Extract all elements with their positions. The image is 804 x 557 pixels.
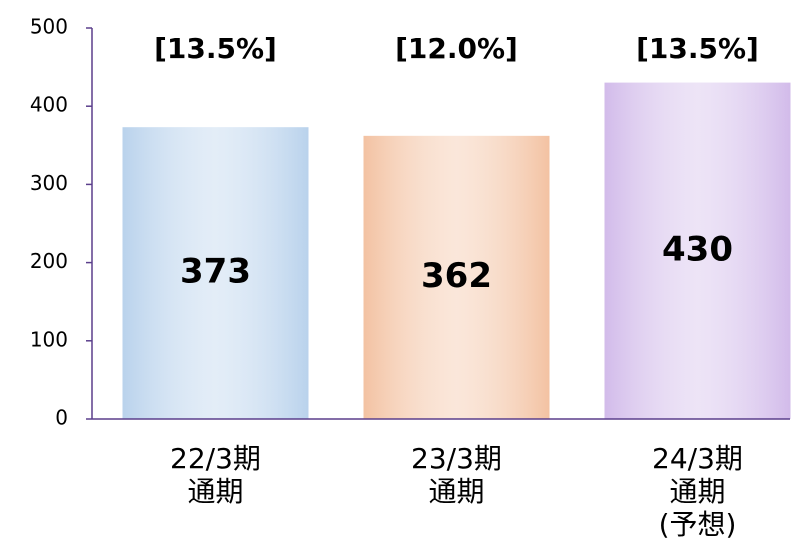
annotation: [13.5%] — [636, 32, 759, 65]
x-tick-label: 通期 — [187, 475, 243, 508]
x-tick-label: 24/3期 — [652, 442, 743, 475]
y-tick-label: 200 — [30, 249, 68, 273]
annotation: [13.5%] — [154, 32, 277, 65]
annotation: [12.0%] — [395, 32, 518, 65]
x-tick-label: 22/3期 — [170, 442, 261, 475]
value-label: 362 — [421, 256, 492, 296]
y-tick-label: 0 — [55, 406, 68, 430]
value-label: 373 — [180, 252, 251, 292]
y-tick-label: 500 — [30, 15, 68, 39]
x-tick-label: 通期 — [669, 475, 725, 508]
y-tick-label: 400 — [30, 93, 68, 117]
value-label: 430 — [662, 229, 733, 269]
x-tick-label: 23/3期 — [411, 442, 502, 475]
y-tick-label: 300 — [30, 171, 68, 195]
x-tick-label: (予想) — [659, 508, 737, 541]
x-tick-label: 通期 — [428, 475, 484, 508]
y-tick-label: 100 — [30, 327, 68, 351]
